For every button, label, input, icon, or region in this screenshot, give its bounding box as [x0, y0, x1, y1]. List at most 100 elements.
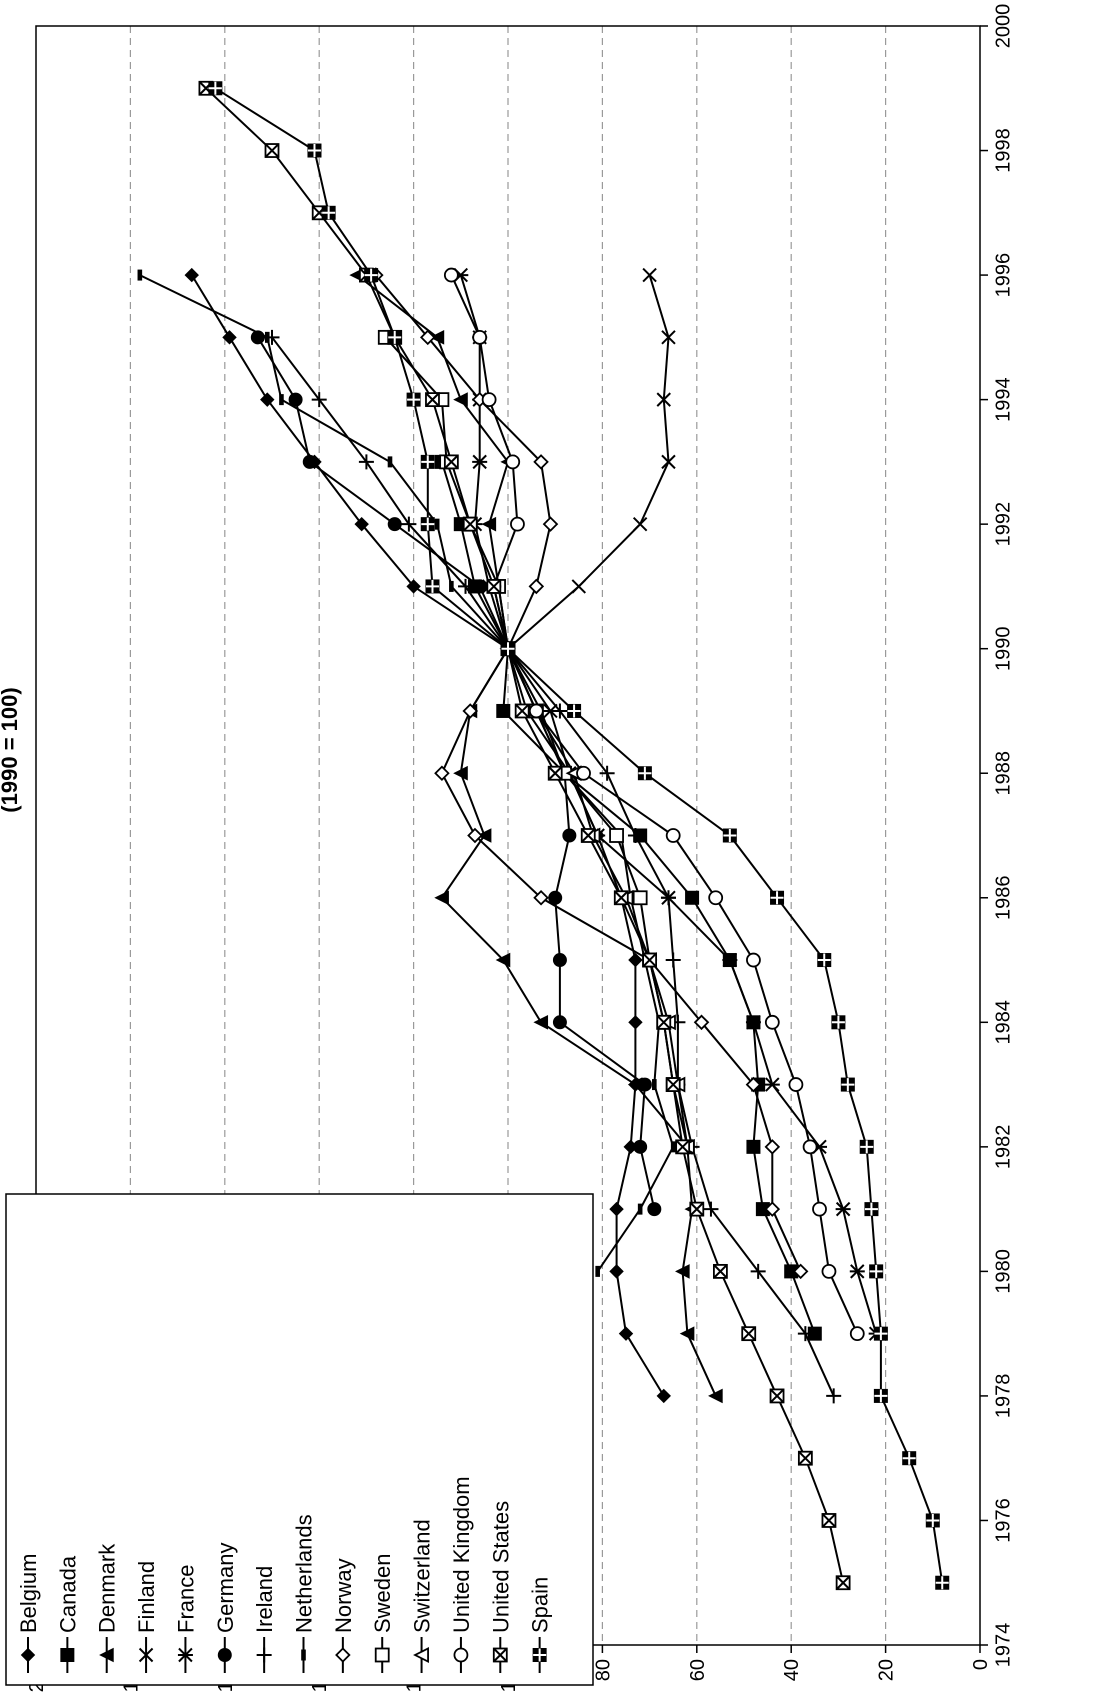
data-point-united-kingdom	[788, 1077, 804, 1092]
data-point-spain	[902, 1451, 916, 1465]
data-point-belgium	[609, 1264, 624, 1279]
data-point-united-states	[514, 703, 530, 719]
data-point-belgium	[184, 267, 199, 283]
legend-label: Belgium	[16, 1554, 41, 1633]
legend-label: Ireland	[252, 1566, 277, 1633]
data-point-spain	[864, 1202, 878, 1216]
data-point-netherlands	[387, 456, 393, 468]
data-point-netherlands	[137, 269, 143, 281]
data-point-united-states	[493, 1647, 508, 1663]
data-point-ireland	[750, 1263, 766, 1279]
data-point-norway	[745, 1076, 762, 1093]
data-point-netherlands	[595, 1265, 600, 1277]
legend-item-denmark: Denmark	[95, 1543, 120, 1673]
legend-label: Canada	[55, 1555, 80, 1633]
data-point-united-kingdom	[746, 952, 761, 968]
data-point-denmark	[675, 1264, 690, 1279]
series-line-finland	[507, 274, 670, 650]
legend-label: United Kingdom	[449, 1476, 474, 1633]
data-point-denmark	[453, 765, 468, 781]
data-point-united-states	[665, 1077, 681, 1092]
legend-item-switzerland: Switzerland	[410, 1519, 435, 1673]
data-point-france	[764, 1077, 780, 1092]
legend-label: Spain	[528, 1577, 553, 1633]
series-line-united-kingdom	[450, 274, 859, 1335]
data-point-canada	[496, 703, 511, 718]
data-point-netherlands	[301, 1649, 306, 1661]
data-point-ireland	[703, 1201, 719, 1217]
data-point-finland	[138, 1647, 154, 1663]
data-point-united-kingdom	[802, 1139, 818, 1155]
data-point-united-kingdom	[443, 267, 459, 283]
legend-label: Germany	[213, 1543, 238, 1633]
data-point-norway	[533, 454, 549, 470]
data-point-spain	[874, 1327, 888, 1341]
data-point-norway	[528, 578, 545, 595]
data-point-germany	[633, 1139, 648, 1154]
x-tick-label: 1990	[993, 626, 1015, 671]
data-point-ireland	[358, 454, 374, 470]
data-point-norway	[419, 329, 436, 346]
data-point-norway	[467, 827, 483, 844]
x-tick-label: 1984	[993, 1000, 1015, 1044]
data-point-netherlands	[434, 518, 440, 530]
legend-label: Switzerland	[410, 1519, 435, 1633]
data-point-spain	[533, 1648, 547, 1662]
data-point-belgium	[618, 1326, 634, 1341]
data-point-ireland	[826, 1388, 842, 1404]
x-tick-label: 2000	[993, 4, 1015, 49]
data-point-spain	[421, 455, 435, 469]
data-point-spain	[723, 829, 737, 842]
data-point-netherlands	[449, 580, 454, 592]
x-tick-label: 1978	[993, 1374, 1015, 1419]
data-point-united-kingdom	[764, 1014, 780, 1030]
x-tick-label: 1996	[993, 253, 1015, 298]
data-point-belgium	[354, 516, 369, 532]
data-point-finland	[661, 454, 676, 470]
data-point-norway	[533, 889, 549, 906]
legend-item-belgium: Belgium	[16, 1554, 41, 1673]
data-point-spain	[869, 1264, 883, 1278]
data-point-spain	[567, 704, 581, 718]
data-point-united-states	[689, 1201, 705, 1217]
data-point-ireland	[665, 952, 681, 968]
data-point-netherlands	[652, 1079, 657, 1091]
data-point-belgium	[222, 330, 237, 345]
data-point-ireland	[660, 890, 676, 906]
data-point-germany	[552, 953, 567, 968]
data-point-spain	[874, 1389, 888, 1403]
data-point-norway	[764, 1139, 781, 1155]
data-point-spain	[501, 642, 515, 656]
data-point-netherlands	[670, 1141, 676, 1153]
y-tick-label: 80	[592, 1659, 614, 1681]
data-point-spain	[421, 517, 435, 531]
y-tick-label: 0	[970, 1659, 992, 1670]
y-tick-label: 40	[781, 1659, 803, 1681]
series-line-ireland	[271, 336, 835, 1397]
data-point-united-states	[463, 516, 478, 532]
legend-item-germany: Germany	[213, 1543, 238, 1673]
legend-label: United States	[488, 1501, 513, 1633]
x-tick-label: 1998	[993, 128, 1015, 173]
data-point-spain	[407, 393, 421, 407]
data-point-united-states	[425, 392, 440, 407]
data-point-united-states	[835, 1575, 851, 1590]
data-point-spain	[388, 330, 402, 344]
data-point-denmark	[533, 1014, 549, 1030]
data-point-denmark	[99, 1647, 114, 1663]
data-point-norway	[792, 1263, 809, 1280]
x-tick-label: 1992	[993, 502, 1015, 547]
data-point-united-kingdom	[665, 828, 681, 843]
data-point-germany	[472, 579, 487, 594]
data-point-belgium	[628, 1015, 643, 1030]
legend-item-united-states: United States	[488, 1501, 513, 1673]
data-point-spain	[208, 81, 222, 95]
data-point-ireland	[599, 765, 615, 781]
data-point-united-states	[798, 1450, 813, 1466]
x-tick-label: 1982	[993, 1125, 1015, 1170]
data-point-germany	[387, 517, 402, 532]
data-point-belgium	[609, 1201, 624, 1217]
legend-label: Finland	[134, 1561, 159, 1633]
data-point-denmark	[495, 952, 511, 968]
x-tick-label: 1986	[993, 876, 1015, 921]
